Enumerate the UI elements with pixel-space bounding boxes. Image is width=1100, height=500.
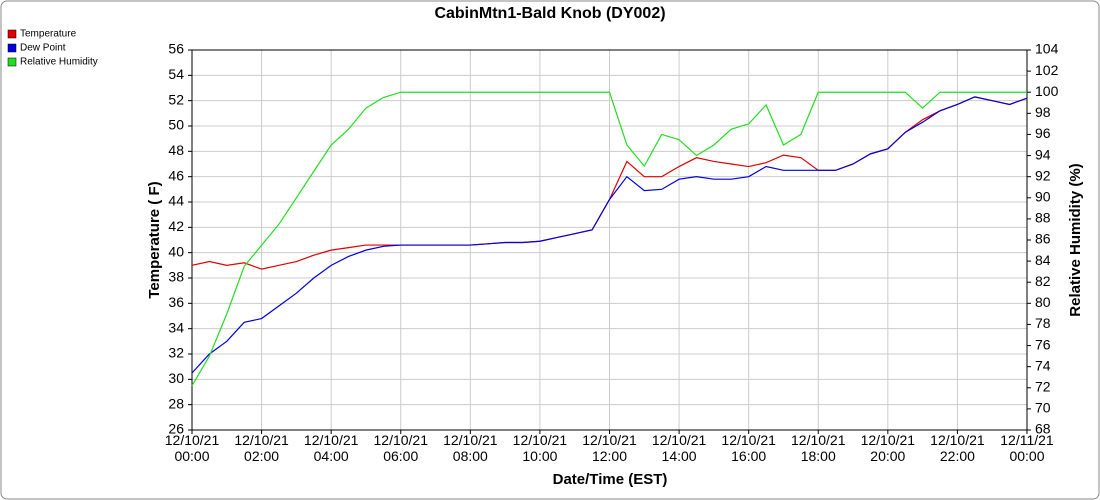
- y2-tick-label: 82: [1035, 273, 1051, 289]
- chart-title: CabinMtn1-Bald Knob (DY002): [434, 5, 665, 22]
- y2-tick-label: 68: [1035, 421, 1051, 437]
- y-axis-title: Temperature ( F): [146, 181, 163, 298]
- y2-tick-label: 88: [1035, 210, 1051, 226]
- y2-tick-label: 72: [1035, 378, 1051, 394]
- series-line: [191, 96, 1028, 374]
- y2-tick-label: 90: [1035, 188, 1051, 204]
- y-tick-label: 54: [168, 66, 184, 82]
- x-tick-label: 12/10/21 20:00: [860, 432, 916, 464]
- y2-tick-label: 70: [1035, 400, 1051, 416]
- y-tick-label: 34: [168, 319, 184, 335]
- y-tick-label: 42: [168, 218, 184, 234]
- plot-area: [191, 49, 1028, 431]
- x-tick-label: 12/11/21 00:00: [1000, 432, 1054, 464]
- y-tick-label: 40: [168, 243, 184, 259]
- y-tick-label: 46: [168, 167, 184, 183]
- y2-tick-label: 80: [1035, 294, 1051, 310]
- y2-tick-label: 104: [1035, 41, 1059, 57]
- y-tick-label: 38: [168, 269, 184, 285]
- y-tick-label: 32: [168, 345, 184, 361]
- x-tick-label: 12/10/21 02:00: [234, 432, 289, 464]
- y-tick-label: 48: [168, 142, 184, 158]
- x-axis-title: Date/Time (EST): [553, 471, 668, 488]
- y-tick-label: 36: [168, 294, 184, 310]
- x-tick-label: 12/10/21 10:00: [512, 432, 568, 464]
- y2-tick-label: 94: [1035, 146, 1051, 162]
- y2-tick-label: 74: [1035, 357, 1051, 373]
- x-tick-label: 12/10/21 12:00: [582, 432, 637, 464]
- legend-swatch: [7, 43, 17, 53]
- x-tick-label: 12/10/21 00:00: [164, 432, 220, 464]
- x-tick-label: 12/10/21 06:00: [373, 432, 429, 464]
- y2-tick-label: 102: [1035, 62, 1059, 78]
- y-tick-label: 56: [168, 41, 184, 57]
- y2-tick-label: 96: [1035, 125, 1051, 141]
- y-tick-label: 52: [168, 91, 184, 107]
- legend-swatch: [7, 57, 17, 67]
- x-tick-label: 12/10/21 14:00: [651, 432, 707, 464]
- y2-axis-title: Relative Humidity (%): [1067, 163, 1084, 316]
- x-tick-label: 12/10/21 04:00: [303, 432, 359, 464]
- y2-tick-label: 84: [1035, 252, 1051, 268]
- y2-tick-label: 76: [1035, 336, 1051, 352]
- y-tick-label: 50: [168, 117, 184, 133]
- y2-tick-label: 92: [1035, 167, 1051, 183]
- y2-tick-label: 98: [1035, 104, 1051, 120]
- x-tick-label: 12/10/21 22:00: [930, 432, 985, 464]
- x-tick-label: 12/10/21 18:00: [791, 432, 846, 464]
- y-tick-label: 26: [168, 421, 184, 437]
- y2-tick-label: 100: [1035, 83, 1059, 99]
- y-tick-label: 30: [168, 370, 184, 386]
- x-tick-label: 12/10/21 08:00: [443, 432, 498, 464]
- y2-tick-label: 78: [1035, 315, 1051, 331]
- y2-tick-label: 86: [1035, 231, 1051, 247]
- legend-label: Relative Humidity: [20, 57, 98, 68]
- legend-swatch: [7, 29, 17, 39]
- y-tick-label: 44: [168, 193, 184, 209]
- legend-label: Dew Point: [20, 43, 66, 54]
- series-line: [191, 91, 1027, 386]
- legend-label: Temperature: [20, 29, 77, 40]
- y-tick-label: 28: [168, 395, 184, 411]
- x-tick-label: 12/10/21 16:00: [721, 432, 776, 464]
